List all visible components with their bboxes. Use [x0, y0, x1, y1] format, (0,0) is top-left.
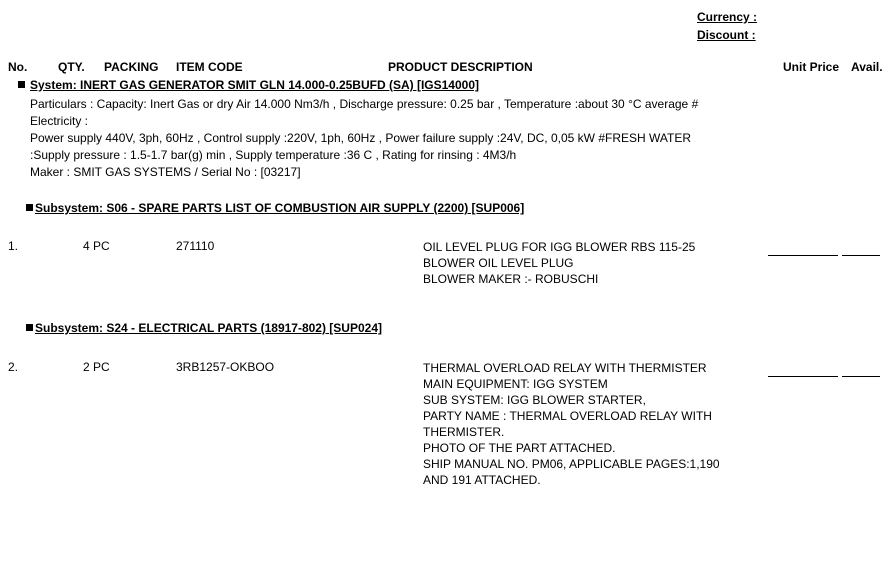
bullet-icon [18, 81, 25, 88]
row-item-code: 3RB1257-OKBOO [176, 360, 274, 374]
desc-line: PARTY NAME : THERMAL OVERLOAD RELAY WITH [423, 408, 753, 424]
row-no: 2. [8, 360, 18, 374]
col-avail: Avail. [851, 60, 883, 74]
particulars-line: Electricity : [30, 113, 830, 130]
col-item-code: ITEM CODE [176, 60, 243, 74]
desc-line: BLOWER OIL LEVEL PLUG [423, 255, 753, 271]
desc-line: THERMISTER. [423, 424, 753, 440]
desc-line: SHIP MANUAL NO. PM06, APPLICABLE PAGES:1… [423, 456, 753, 472]
header-right: Currency : Discount : [697, 8, 757, 44]
col-no: No. [8, 60, 27, 74]
subsystem-title: Subsystem: S06 - SPARE PARTS LIST OF COM… [35, 201, 524, 215]
particulars-line: :Supply pressure : 1.5-1.7 bar(g) min , … [30, 147, 830, 164]
col-packing: PACKING [104, 60, 158, 74]
desc-line: PHOTO OF THE PART ATTACHED. [423, 440, 753, 456]
row-no: 1. [8, 239, 18, 253]
bullet-icon [26, 204, 33, 211]
desc-line: SUB SYSTEM: IGG BLOWER STARTER, [423, 392, 753, 408]
system-particulars: Particulars : Capacity: Inert Gas or dry… [30, 96, 830, 181]
desc-line: MAIN EQUIPMENT: IGG SYSTEM [423, 376, 753, 392]
subsystem-title: Subsystem: S24 - ELECTRICAL PARTS (18917… [35, 321, 382, 335]
avail-field[interactable] [842, 360, 880, 377]
row-description: THERMAL OVERLOAD RELAY WITH THERMISTER M… [423, 360, 753, 488]
col-qty: QTY. [58, 60, 85, 74]
desc-line: THERMAL OVERLOAD RELAY WITH THERMISTER [423, 360, 753, 376]
particulars-line: Particulars : Capacity: Inert Gas or dry… [30, 96, 830, 113]
page-root: Currency : Discount : No. QTY. PACKING I… [0, 0, 891, 564]
avail-field[interactable] [842, 239, 880, 256]
row-description: OIL LEVEL PLUG FOR IGG BLOWER RBS 115-25… [423, 239, 753, 287]
bullet-icon [26, 324, 33, 331]
row-qty: 4 PC [83, 239, 110, 253]
col-product-description: PRODUCT DESCRIPTION [388, 60, 533, 74]
unit-price-field[interactable] [768, 360, 838, 377]
row-qty: 2 PC [83, 360, 110, 374]
row-item-code: 271110 [176, 239, 214, 253]
unit-price-field[interactable] [768, 239, 838, 256]
col-unit-price: Unit Price [783, 60, 839, 74]
desc-line: OIL LEVEL PLUG FOR IGG BLOWER RBS 115-25 [423, 239, 753, 255]
desc-line: AND 191 ATTACHED. [423, 472, 753, 488]
desc-line: BLOWER MAKER :- ROBUSCHI [423, 271, 753, 287]
system-title: System: INERT GAS GENERATOR SMIT GLN 14.… [30, 78, 479, 92]
particulars-line: Power supply 440V, 3ph, 60Hz , Control s… [30, 130, 830, 147]
currency-label: Currency : [697, 8, 757, 26]
particulars-line: Maker : SMIT GAS SYSTEMS / Serial No : [… [30, 164, 830, 181]
discount-label: Discount : [697, 26, 757, 44]
